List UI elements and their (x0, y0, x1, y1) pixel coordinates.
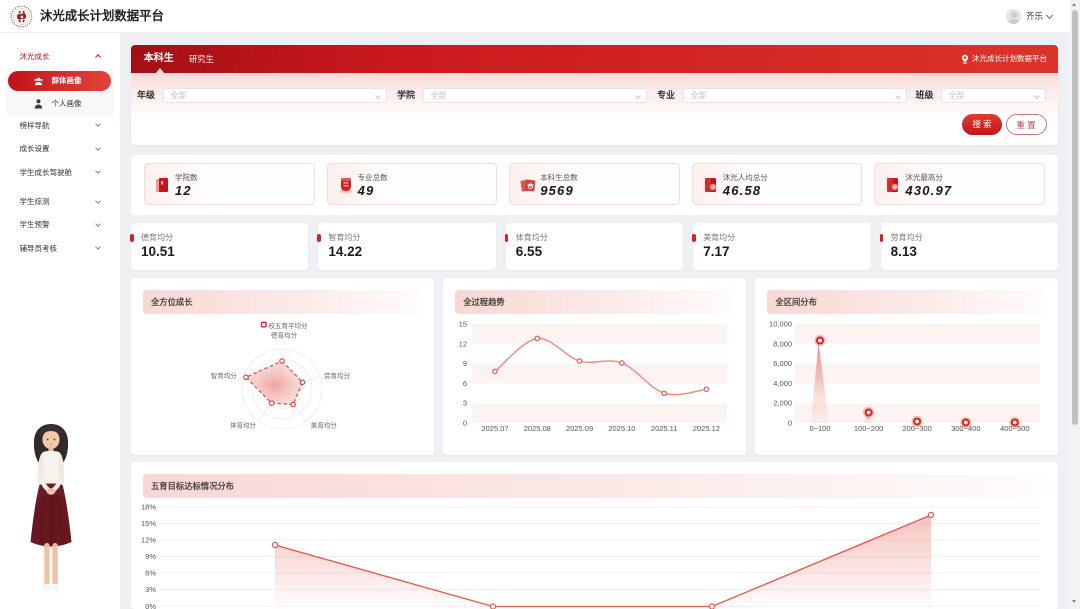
svg-text:2025.11: 2025.11 (651, 424, 678, 433)
svg-text:2,000: 2,000 (774, 399, 793, 408)
svg-text:美育均分: 美育均分 (311, 421, 338, 430)
svg-text:15%: 15% (141, 519, 156, 528)
svg-text:18%: 18% (141, 503, 156, 512)
svg-text:0%: 0% (145, 602, 156, 609)
svg-text:2025.09: 2025.09 (566, 424, 593, 433)
svg-text:6,000: 6,000 (774, 359, 793, 368)
svg-text:智育均分: 智育均分 (211, 371, 238, 380)
svg-text:400~500: 400~500 (1000, 424, 1029, 433)
svg-text:劳育均分: 劳育均分 (324, 371, 351, 380)
svg-text:100~200: 100~200 (854, 424, 883, 433)
svg-text:3: 3 (463, 399, 467, 408)
svg-text:体育均分: 体育均分 (230, 421, 257, 430)
svg-text:12%: 12% (141, 536, 156, 545)
svg-text:4,000: 4,000 (774, 379, 793, 388)
svg-text:8,000: 8,000 (774, 339, 793, 348)
svg-text:9: 9 (463, 359, 467, 368)
svg-text:2025.08: 2025.08 (524, 424, 551, 433)
svg-text:校五育平均分: 校五育平均分 (269, 321, 309, 330)
svg-text:200~300: 200~300 (903, 424, 932, 433)
svg-text:15: 15 (459, 320, 467, 329)
svg-text:2025.10: 2025.10 (609, 424, 636, 433)
svg-text:6%: 6% (145, 569, 156, 578)
svg-text:德育均分: 德育均分 (271, 331, 298, 340)
svg-text:12: 12 (459, 339, 467, 348)
svg-text:10,000: 10,000 (769, 320, 792, 329)
svg-text:2025.07: 2025.07 (482, 424, 509, 433)
svg-text:3%: 3% (145, 585, 156, 594)
svg-text:0: 0 (463, 419, 467, 428)
svg-text:2025.12: 2025.12 (693, 424, 720, 433)
svg-text:0: 0 (788, 419, 792, 428)
svg-text:9%: 9% (145, 552, 156, 561)
svg-text:300~400: 300~400 (951, 424, 980, 433)
svg-text:6: 6 (463, 379, 467, 388)
svg-text:0~100: 0~100 (810, 424, 831, 433)
